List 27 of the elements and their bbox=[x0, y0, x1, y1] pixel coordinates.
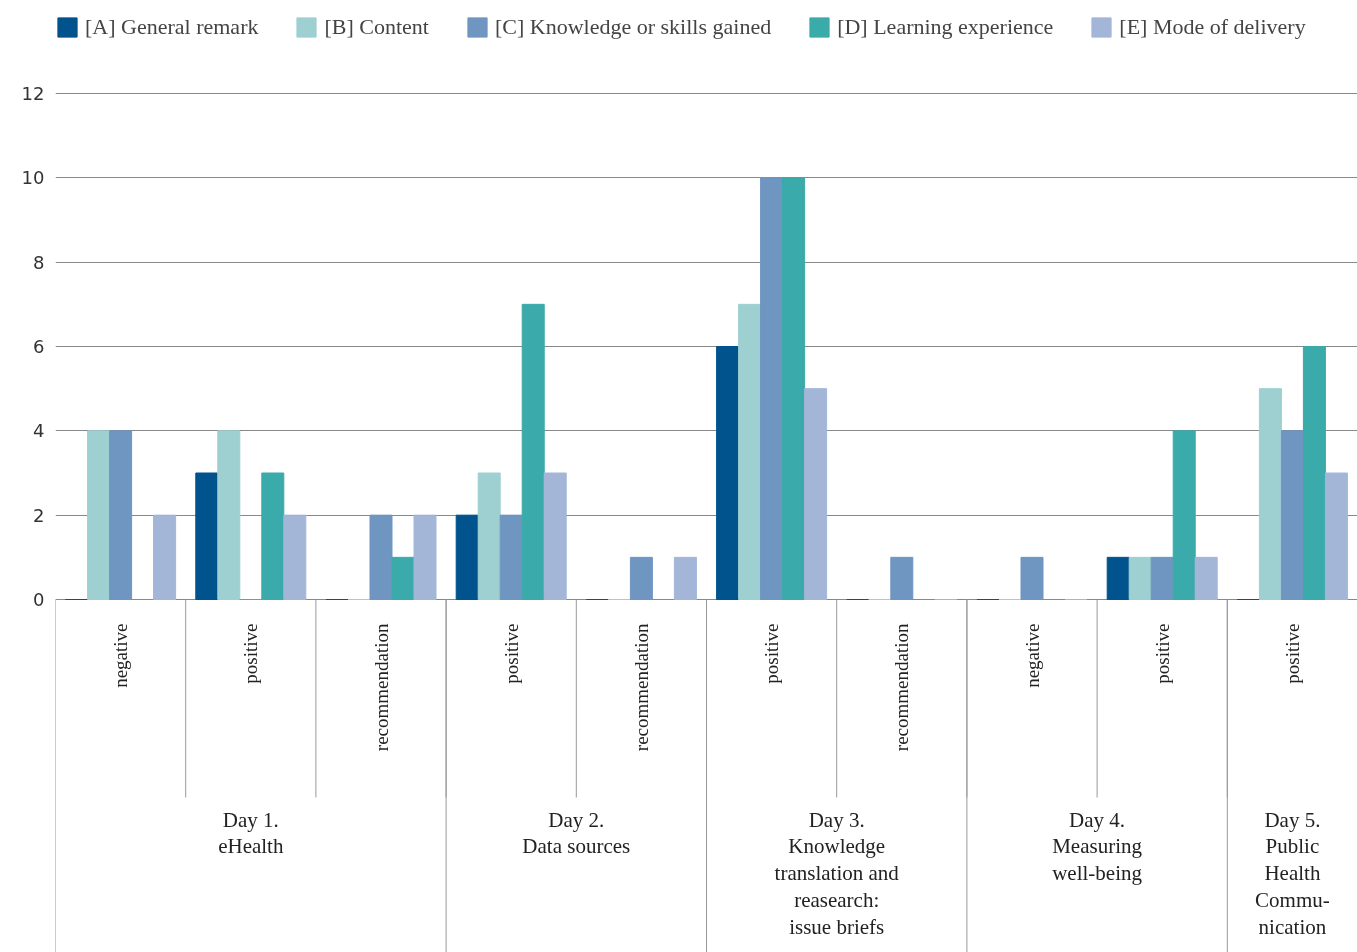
y-tick-label: 8 bbox=[33, 251, 45, 273]
y-tick-label: 6 bbox=[33, 336, 45, 357]
x-tick-label: negative bbox=[1021, 623, 1043, 688]
x-tick-label: recommendation bbox=[630, 623, 652, 752]
legend-label: [E] Mode of delivery bbox=[1119, 14, 1306, 40]
text: Day 3. Knowledge translation and reasearch: issue briefs bbox=[774, 807, 900, 940]
x-tick-label: positive bbox=[1151, 623, 1173, 684]
legend-label: [C] Knowledge or skills gained bbox=[494, 14, 772, 40]
y-tick-label: 10 bbox=[21, 167, 45, 189]
text: Day 2. Data sources bbox=[522, 807, 631, 859]
x-tick-label: positive bbox=[500, 623, 522, 684]
y-tick-label: 2 bbox=[33, 504, 45, 526]
x-tick-label: negative bbox=[110, 623, 132, 688]
x-tick-label: positive bbox=[240, 623, 262, 684]
x-tick-label: positive bbox=[1281, 623, 1303, 684]
legend-label: [B] Content bbox=[324, 14, 429, 40]
y-tick-label: 12 bbox=[21, 83, 45, 104]
text: Day 4. Measuring well-being bbox=[1052, 807, 1143, 886]
x-tick-label: recommendation bbox=[370, 623, 392, 752]
legend-label: [A] General remark bbox=[85, 14, 259, 40]
x-tick-label: recommendation bbox=[891, 623, 913, 752]
x-tick-label: positive bbox=[761, 623, 783, 684]
legend-label: [D] Learning experience bbox=[837, 14, 1054, 40]
y-tick-label: 4 bbox=[33, 420, 45, 442]
text: Day 1. eHealth bbox=[218, 807, 284, 859]
text: Day 5. Public Health Commu- nication bbox=[1255, 807, 1330, 940]
y-tick-label: 0 bbox=[33, 589, 45, 610]
